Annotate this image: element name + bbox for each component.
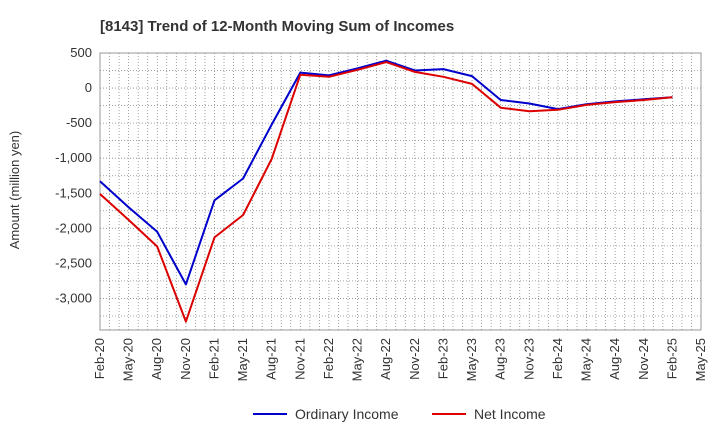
x-tick-label: Aug-21 <box>264 338 279 380</box>
series-lines <box>99 59 673 323</box>
plot-frame <box>99 52 702 331</box>
x-tick-label: May-25 <box>693 338 708 381</box>
series-line-net-income <box>99 61 673 323</box>
y-tick-label: -500 <box>66 115 92 130</box>
plot-area <box>99 52 702 331</box>
legend-label-ordinary-income: Ordinary Income <box>295 406 399 422</box>
legend-label-net-income: Net Income <box>474 406 546 422</box>
x-tick-label: Feb-22 <box>321 338 336 379</box>
chart-title: [8143] Trend of 12-Month Moving Sum of I… <box>100 18 454 35</box>
x-tick-label: May-23 <box>464 338 479 381</box>
x-tick-label: Nov-23 <box>521 338 536 380</box>
x-tick-label: Aug-23 <box>493 338 508 380</box>
y-tick-label: -2,500 <box>55 255 92 270</box>
grid <box>100 53 701 330</box>
x-tick-label: Nov-24 <box>636 338 651 380</box>
legend: Ordinary Income Net Income <box>253 406 546 422</box>
x-tick-label: Feb-24 <box>550 338 565 379</box>
x-tick-label: Aug-24 <box>607 338 622 380</box>
x-tick-label: Feb-25 <box>664 338 679 379</box>
x-tick-label: Feb-20 <box>92 338 107 379</box>
x-tick-label: Nov-22 <box>407 338 422 380</box>
y-tick-label: 0 <box>85 80 92 95</box>
x-tick-label: Nov-21 <box>292 338 307 380</box>
x-tick-label: Aug-20 <box>149 338 164 380</box>
x-tick-label: Feb-21 <box>206 338 221 379</box>
x-tick-label: Feb-23 <box>435 338 450 379</box>
x-axis-ticks: Feb-20 May-20 Aug-20 Nov-20 Feb-21 May-21 Aug-… <box>92 338 708 381</box>
x-tick-label: May-20 <box>121 338 136 381</box>
y-tick-label: -2,000 <box>55 220 92 235</box>
y-tick-label: -3,000 <box>55 290 92 305</box>
x-tick-label: May-24 <box>579 338 594 381</box>
y-tick-label: -1,000 <box>55 150 92 165</box>
x-tick-label: Aug-22 <box>378 338 393 380</box>
x-tick-label: May-21 <box>235 338 250 381</box>
y-tick-label: 500 <box>70 45 92 60</box>
y-axis-ticks: 500 0 -500 -1,000 -1,500 -2,000 -2,500 -3,000 <box>55 45 92 305</box>
x-tick-label: May-22 <box>350 338 365 381</box>
y-tick-label: -1,500 <box>55 185 92 200</box>
y-axis-label: Amount (million yen) <box>7 131 22 250</box>
x-tick-label: Nov-20 <box>178 338 193 380</box>
